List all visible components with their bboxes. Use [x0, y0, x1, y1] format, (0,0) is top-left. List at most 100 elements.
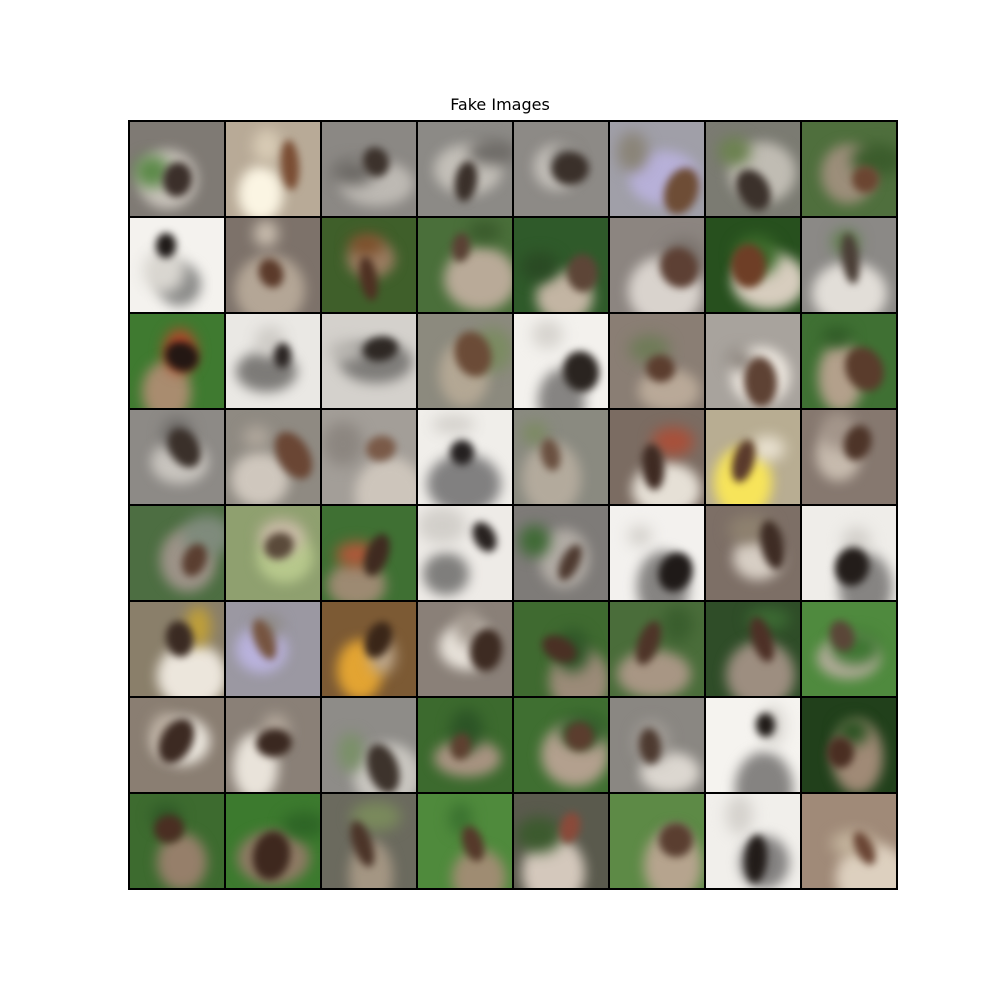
image-grid-frame: [128, 120, 898, 890]
sample-image-tile: [706, 218, 800, 312]
image-region-accent: [718, 136, 751, 166]
image-grid: [130, 122, 896, 888]
sample-image-tile: [706, 506, 800, 600]
sample-image-tile: [802, 602, 896, 696]
sample-image-tile: [514, 314, 608, 408]
sample-image-tile: [802, 698, 896, 792]
image-region-accent: [329, 341, 364, 362]
sample-image-tile: [130, 506, 224, 600]
image-region-accent: [253, 128, 282, 164]
sample-image-tile: [418, 314, 512, 408]
sample-image-tile: [418, 506, 512, 600]
image-region-accent: [628, 524, 653, 548]
sample-image-tile: [226, 218, 320, 312]
sample-image-tile: [514, 218, 608, 312]
sample-image-tile: [514, 506, 608, 600]
sample-image-tile: [706, 410, 800, 504]
image-region-light: [616, 650, 692, 696]
image-region-accent: [725, 794, 754, 835]
image-region-accent: [749, 436, 786, 462]
sample-image-tile: [514, 602, 608, 696]
image-region-accent: [519, 524, 550, 557]
sample-image-tile: [226, 794, 320, 888]
image-region-accent: [467, 139, 512, 166]
image-region-accent: [337, 732, 364, 773]
sample-image-tile: [322, 410, 416, 504]
sample-image-tile: [706, 122, 800, 216]
sample-image-tile: [418, 410, 512, 504]
sample-image-tile: [802, 506, 896, 600]
sample-image-tile: [514, 410, 608, 504]
sample-image-tile: [322, 506, 416, 600]
image-region-dark: [359, 530, 396, 580]
image-region-accent: [323, 421, 363, 467]
sample-image-tile: [130, 122, 224, 216]
sample-image-tile: [802, 410, 896, 504]
sample-image-tile: [802, 794, 896, 888]
image-region-light: [157, 643, 224, 696]
image-region-accent: [281, 811, 320, 839]
image-region-accent: [522, 422, 549, 446]
sample-image-tile: [706, 602, 800, 696]
image-region-accent: [515, 816, 563, 853]
sample-image-tile: [226, 506, 320, 600]
sample-image-tile: [226, 314, 320, 408]
sample-image-tile: [418, 794, 512, 888]
sample-image-tile: [610, 698, 704, 792]
image-region-accent: [821, 327, 853, 348]
image-region-accent: [253, 220, 279, 248]
sample-image-tile: [130, 314, 224, 408]
sample-image-tile: [610, 794, 704, 888]
sample-image-tile: [514, 698, 608, 792]
sample-image-tile: [130, 698, 224, 792]
image-region-accent: [617, 132, 648, 172]
image-region-dark: [556, 809, 584, 845]
image-region-accent: [431, 414, 476, 434]
image-region-accent: [243, 426, 270, 448]
sample-image-tile: [226, 410, 320, 504]
image-region-dark: [755, 712, 776, 738]
figure-title: Fake Images: [450, 95, 550, 114]
sample-image-tile: [130, 794, 224, 888]
sample-image-tile: [322, 122, 416, 216]
sample-image-tile: [802, 218, 896, 312]
sample-image-tile: [610, 602, 704, 696]
sample-image-tile: [706, 794, 800, 888]
image-region-accent: [418, 506, 467, 544]
sample-image-tile: [322, 698, 416, 792]
image-region-accent: [520, 251, 560, 283]
sample-image-tile: [610, 410, 704, 504]
sample-image-tile: [514, 794, 608, 888]
sample-image-tile: [130, 602, 224, 696]
sample-image-tile: [226, 122, 320, 216]
sample-image-tile: [418, 122, 512, 216]
image-region-accent: [532, 319, 564, 349]
sample-image-tile: [418, 218, 512, 312]
sample-image-tile: [418, 698, 512, 792]
image-region-dark: [467, 517, 502, 556]
image-region-light: [423, 552, 469, 596]
sample-image-tile: [802, 122, 896, 216]
sample-image-tile: [706, 314, 800, 408]
image-region-accent: [467, 221, 502, 243]
image-region-light: [238, 166, 284, 216]
sample-image-tile: [514, 122, 608, 216]
sample-image-tile: [610, 122, 704, 216]
image-region-light: [734, 751, 793, 792]
sample-image-tile: [322, 314, 416, 408]
image-region-dark: [279, 139, 302, 191]
sample-image-tile: [226, 698, 320, 792]
sample-image-tile: [610, 314, 704, 408]
sample-image-tile: [322, 794, 416, 888]
sample-image-tile: [130, 218, 224, 312]
image-region-light: [354, 457, 416, 504]
sample-image-tile: [418, 602, 512, 696]
sample-image-tile: [610, 506, 704, 600]
sample-image-tile: [226, 602, 320, 696]
sample-image-tile: [706, 698, 800, 792]
sample-image-tile: [610, 218, 704, 312]
image-region-accent: [348, 233, 384, 256]
sample-image-tile: [322, 218, 416, 312]
sample-image-tile: [802, 314, 896, 408]
sample-image-tile: [130, 410, 224, 504]
